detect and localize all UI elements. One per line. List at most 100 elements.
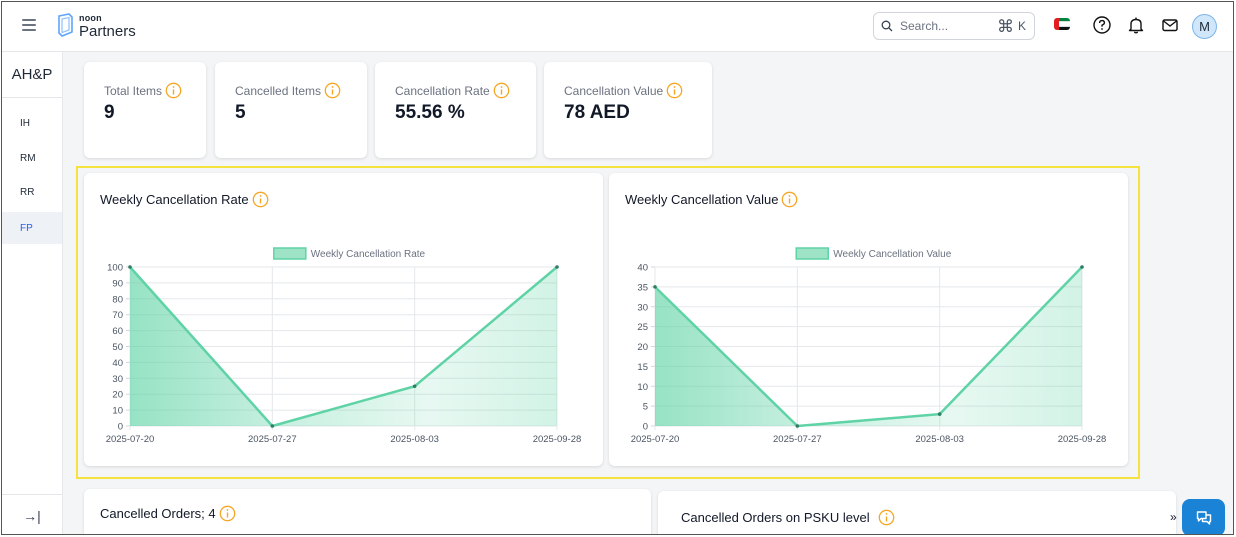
info-icon[interactable] [219, 505, 236, 522]
info-icon[interactable] [493, 82, 510, 99]
noon-logo-icon [58, 13, 73, 37]
shortcut-key: K [1017, 19, 1026, 33]
x-tick-label: 2025-08-03 [390, 434, 439, 445]
y-tick-label: 20 [637, 342, 648, 353]
y-tick-label: 80 [112, 294, 123, 305]
bell-icon[interactable] [1126, 15, 1146, 35]
cancelled-orders-title: Cancelled Orders; 4 [100, 506, 216, 521]
weekly-cancellation-rate-chart: 0 10 20 30 40 50 60 70 80 90 100 2025-07-20 2025-07-… [106, 247, 582, 445]
sidebar-item-ih[interactable]: IH [20, 117, 30, 129]
cancelled-orders-card: Cancelled Orders; 4 [84, 489, 651, 534]
top-bar: noon Partners Search... ⌘ K M [2, 2, 1233, 52]
mail-icon[interactable] [1160, 15, 1180, 35]
info-icon[interactable] [165, 82, 182, 99]
x-tick-label: 2025-07-20 [631, 434, 680, 445]
y-tick-label: 25 [637, 322, 648, 333]
stat-value: 9 [104, 102, 115, 123]
stat-label: Total Items [104, 83, 163, 98]
y-tick-label: 35 [637, 282, 648, 293]
series-area [655, 267, 1082, 426]
x-tick-label: 2025-09-28 [533, 434, 582, 445]
y-tick-label: 5 [643, 402, 648, 413]
stat-card-cancellation-rate: Cancellation Rate 55.56 % [375, 62, 536, 158]
legend-label[interactable]: Weekly Cancellation Rate [311, 249, 426, 260]
legend-label[interactable]: Weekly Cancellation Value [833, 249, 951, 260]
stat-card-cancelled-items: Cancelled Items 5 [215, 62, 367, 158]
sidebar-item-rm[interactable]: RM [20, 152, 36, 164]
logo-big-text: Partners [79, 22, 136, 40]
x-tick-label: 2025-07-20 [106, 434, 155, 445]
stat-value: 5 [235, 102, 246, 123]
info-icon[interactable] [781, 191, 798, 208]
expand-chevron-icon[interactable]: » [1170, 510, 1177, 524]
data-point[interactable] [128, 265, 132, 269]
data-point[interactable] [270, 424, 275, 428]
sidebar: AH&P IH RM RR FP →| [2, 52, 63, 534]
data-point[interactable] [653, 285, 657, 289]
uae-flag-icon[interactable] [1054, 18, 1070, 30]
sidebar-divider [2, 97, 62, 98]
search-box[interactable]: Search... ⌘ K [873, 12, 1035, 40]
highlight-box [76, 166, 1140, 479]
series-line [654, 266, 1083, 428]
info-icon[interactable] [878, 509, 895, 526]
data-point[interactable] [1080, 265, 1084, 269]
y-tick-label: 20 [112, 390, 123, 401]
chat-button[interactable] [1182, 499, 1225, 534]
chat-icon [1196, 510, 1211, 525]
stat-label: Cancellation Value [564, 83, 664, 98]
stat-value: 55.56 % [395, 102, 465, 123]
sidebar-item-fp[interactable]: FP [2, 212, 62, 244]
x-tick-label: 2025-09-28 [1058, 434, 1107, 445]
y-tick-label: 30 [637, 302, 648, 313]
data-point[interactable] [555, 265, 559, 269]
data-point[interactable] [412, 384, 417, 389]
command-key-icon: ⌘ [996, 16, 1014, 36]
search-icon [881, 20, 893, 32]
collapse-sidebar-icon[interactable]: →| [2, 494, 62, 534]
y-tick-label: 40 [637, 263, 648, 274]
data-point[interactable] [795, 424, 800, 428]
avatar[interactable]: M [1192, 14, 1217, 39]
logo-small-text: noon [79, 12, 102, 23]
y-tick-label: 10 [112, 406, 123, 417]
help-icon[interactable] [1092, 15, 1112, 35]
x-tick-label: 2025-07-27 [773, 434, 822, 445]
y-tick-label: 10 [637, 382, 648, 393]
stat-label: Cancellation Rate [395, 83, 490, 98]
y-tick-label: 15 [637, 362, 648, 373]
info-icon[interactable] [324, 82, 341, 99]
legend-swatch[interactable] [273, 247, 307, 260]
y-tick-label: 30 [112, 374, 123, 385]
info-icon[interactable] [252, 191, 269, 208]
info-icon[interactable] [666, 82, 683, 99]
stat-value: 78 AED [564, 102, 630, 123]
menu-icon[interactable] [22, 19, 36, 31]
y-tick-label: 60 [112, 326, 123, 337]
series-line [129, 266, 558, 428]
y-tick-label: 70 [112, 310, 123, 321]
y-tick-label: 40 [112, 358, 123, 369]
sidebar-title: AH&P [11, 66, 53, 83]
search-shortcut: ⌘ K [997, 18, 1026, 35]
y-tick-label: 90 [112, 278, 123, 289]
weekly-cancellation-value-chart: 0 5 10 15 20 25 30 35 40 2025-07-20 2025-07-27 2025… [631, 247, 1107, 445]
chart-card-weekly-cancellation-value: Weekly Cancellation Value 0 5 10 15 20 25 30 35… [609, 173, 1128, 466]
sidebar-item-rr[interactable]: RR [20, 186, 35, 198]
psku-cancelled-orders-card: Cancelled Orders on PSKU level [658, 491, 1176, 534]
y-tick-label: 0 [643, 422, 648, 433]
y-tick-label: 100 [107, 263, 123, 274]
chart-title: Weekly Cancellation Value [625, 192, 779, 207]
y-tick-label: 50 [112, 342, 123, 353]
chart-card-weekly-cancellation-rate: Weekly Cancellation Rate 0 10 20 30 40 50 60 70… [84, 173, 603, 466]
stat-card-total-items: Total Items 9 [84, 62, 206, 158]
x-tick-label: 2025-08-03 [915, 434, 964, 445]
psku-title: Cancelled Orders on PSKU level [681, 510, 870, 525]
stat-label: Cancelled Items [235, 83, 322, 98]
legend-swatch[interactable] [795, 247, 829, 260]
data-point[interactable] [937, 412, 942, 416]
x-tick-label: 2025-07-27 [248, 434, 297, 445]
logo[interactable]: noon Partners [56, 12, 136, 40]
chart-title: Weekly Cancellation Rate [100, 192, 249, 207]
